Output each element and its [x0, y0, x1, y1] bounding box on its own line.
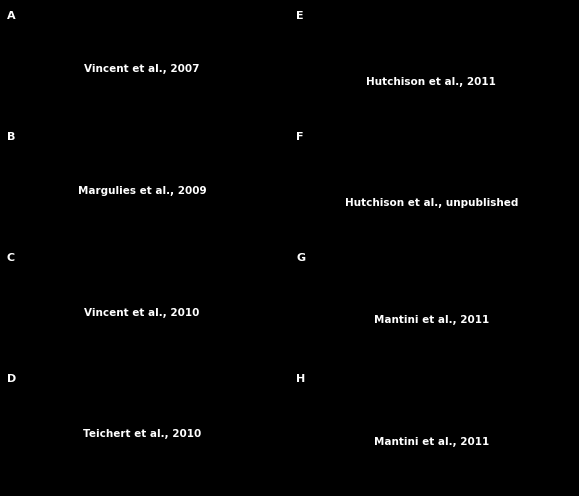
- Text: Margulies et al., 2009: Margulies et al., 2009: [78, 186, 206, 196]
- Text: Vincent et al., 2007: Vincent et al., 2007: [84, 64, 200, 74]
- Text: Mantini et al., 2011: Mantini et al., 2011: [373, 315, 489, 325]
- Text: E: E: [296, 11, 304, 21]
- Text: Hutchison et al., 2011: Hutchison et al., 2011: [367, 77, 496, 87]
- Text: Hutchison et al., unpublished: Hutchison et al., unpublished: [345, 198, 518, 208]
- Text: B: B: [7, 132, 15, 142]
- Text: D: D: [7, 374, 16, 384]
- Text: H: H: [296, 374, 306, 384]
- Text: Vincent et al., 2010: Vincent et al., 2010: [84, 308, 200, 317]
- Text: F: F: [296, 132, 304, 142]
- Text: G: G: [296, 253, 306, 263]
- Text: Teichert et al., 2010: Teichert et al., 2010: [83, 429, 201, 439]
- Text: A: A: [7, 11, 16, 21]
- Text: Mantini et al., 2011: Mantini et al., 2011: [373, 437, 489, 447]
- Text: C: C: [7, 253, 15, 263]
